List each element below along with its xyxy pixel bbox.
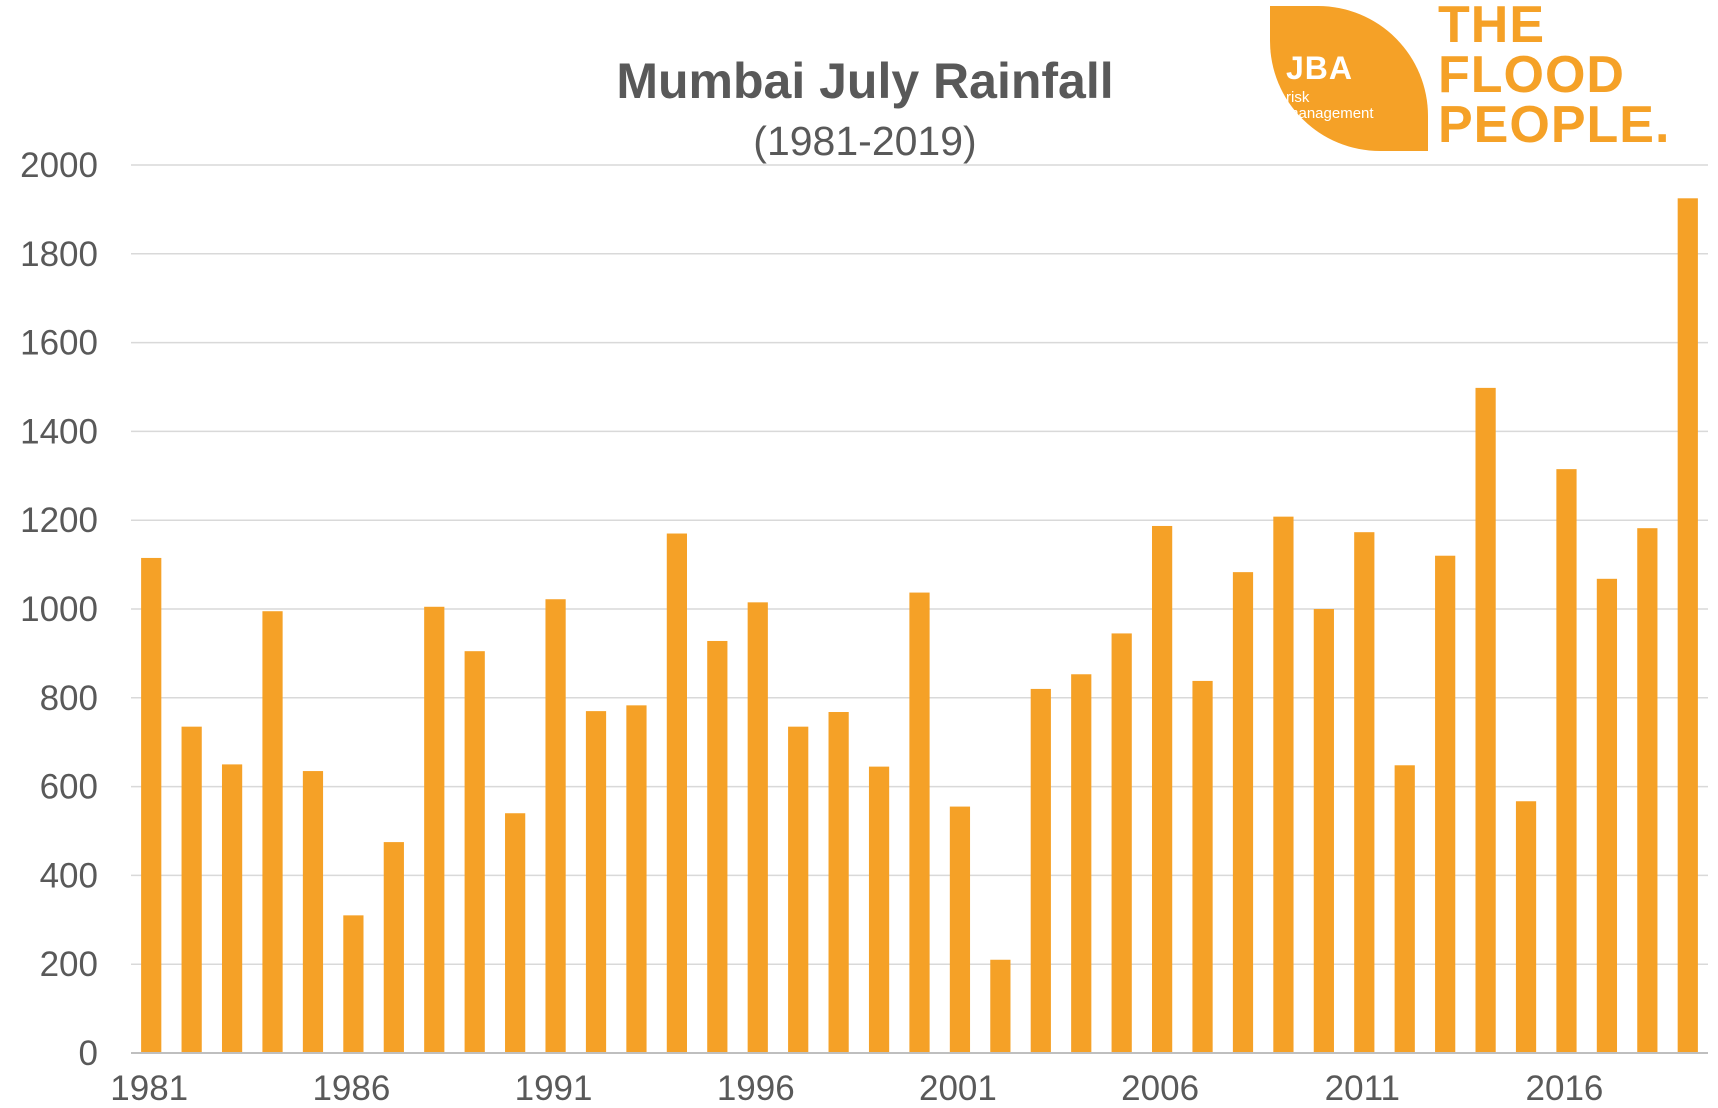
x-tick-label: 2011 [1325, 1069, 1400, 1108]
bar-1986 [343, 915, 364, 1053]
logo-badge-sub-1: risk [1286, 89, 1310, 106]
bar-1990 [505, 813, 526, 1053]
x-tick-label: 1981 [110, 1069, 188, 1108]
y-tick-label: 800 [40, 679, 98, 718]
bar-1982 [181, 726, 202, 1053]
x-tick-label: 1986 [312, 1069, 390, 1108]
y-tick-label: 1200 [20, 501, 98, 540]
bar-2013 [1435, 555, 1456, 1053]
x-tick-label: 1991 [515, 1069, 593, 1108]
bar-1996 [747, 602, 768, 1053]
logo-line-1: THE [1438, 0, 1545, 54]
jba-leaf-badge: JBA risk management [1270, 6, 1428, 151]
chart-title: Mumbai July Rainfall [616, 53, 1113, 109]
bar-1992 [585, 711, 607, 1053]
bar-2006 [1152, 525, 1173, 1053]
bar-1983 [221, 764, 243, 1053]
y-tick-label: 400 [40, 856, 98, 895]
bar-2000 [909, 592, 930, 1053]
bar-2019 [1677, 198, 1698, 1054]
y-tick-label: 1800 [20, 235, 98, 274]
x-tick-label: 2016 [1526, 1069, 1604, 1108]
y-tick-label: 0 [79, 1034, 98, 1073]
bar-2012 [1394, 765, 1415, 1053]
chart-subtitle: (1981-2019) [753, 118, 976, 164]
y-tick-label: 600 [40, 768, 98, 807]
bar-2011 [1354, 532, 1375, 1053]
bars [141, 198, 1698, 1054]
bar-1998 [828, 712, 849, 1053]
bar-2018 [1637, 528, 1658, 1053]
bar-2005 [1111, 633, 1132, 1053]
bar-1984 [262, 611, 283, 1053]
logo-line-3: PEOPLE. [1438, 96, 1671, 154]
bar-1995 [707, 640, 728, 1053]
y-tick-label: 1600 [20, 324, 98, 363]
bar-2004 [1071, 674, 1092, 1053]
y-axis-ticks: 0 200 400 600 800 1000 1200 1400 1600 1800 2000 [20, 146, 98, 1073]
bar-2010 [1313, 609, 1334, 1053]
y-tick-label: 1400 [20, 412, 98, 451]
bar-1991 [545, 599, 566, 1053]
bar-1989 [464, 651, 485, 1053]
y-tick-label: 200 [40, 945, 98, 984]
y-tick-label: 1000 [20, 590, 98, 629]
bar-2001 [949, 806, 971, 1053]
logo-line-2: FLOOD [1438, 46, 1625, 104]
bar-1999 [868, 766, 890, 1053]
bar-2002 [990, 959, 1011, 1053]
logo-badge-text: JBA [1286, 50, 1354, 86]
bar-1997 [788, 726, 809, 1053]
jba-logo: JBA risk management THE FLOOD PEOPLE. [1270, 0, 1690, 156]
y-tick-label: 2000 [20, 146, 98, 185]
bar-2009 [1273, 516, 1294, 1053]
x-tick-label: 1996 [717, 1069, 795, 1108]
bar-2017 [1596, 578, 1618, 1053]
bar-2007 [1192, 680, 1213, 1053]
bar-2016 [1556, 469, 1577, 1053]
bar-1981 [141, 557, 162, 1053]
logo-badge-subtext: risk management [1286, 90, 1374, 122]
bar-2003 [1030, 688, 1051, 1053]
bar-1993 [626, 705, 647, 1053]
bar-2014 [1475, 387, 1496, 1053]
bar-1994 [666, 533, 687, 1053]
logo-badge-sub-2: management [1286, 105, 1374, 122]
x-tick-label: 2006 [1121, 1069, 1199, 1108]
logo-wordmark: THE FLOOD PEOPLE. [1438, 0, 1671, 154]
bar-1987 [383, 842, 404, 1053]
bar-2015 [1515, 801, 1537, 1053]
bar-1985 [302, 771, 324, 1053]
x-tick-label: 2001 [919, 1069, 997, 1108]
bar-2008 [1232, 572, 1254, 1053]
bar-1988 [424, 606, 445, 1053]
x-axis-ticks: 1981 1986 1991 1996 2001 2006 2011 2016 [110, 1069, 1603, 1108]
